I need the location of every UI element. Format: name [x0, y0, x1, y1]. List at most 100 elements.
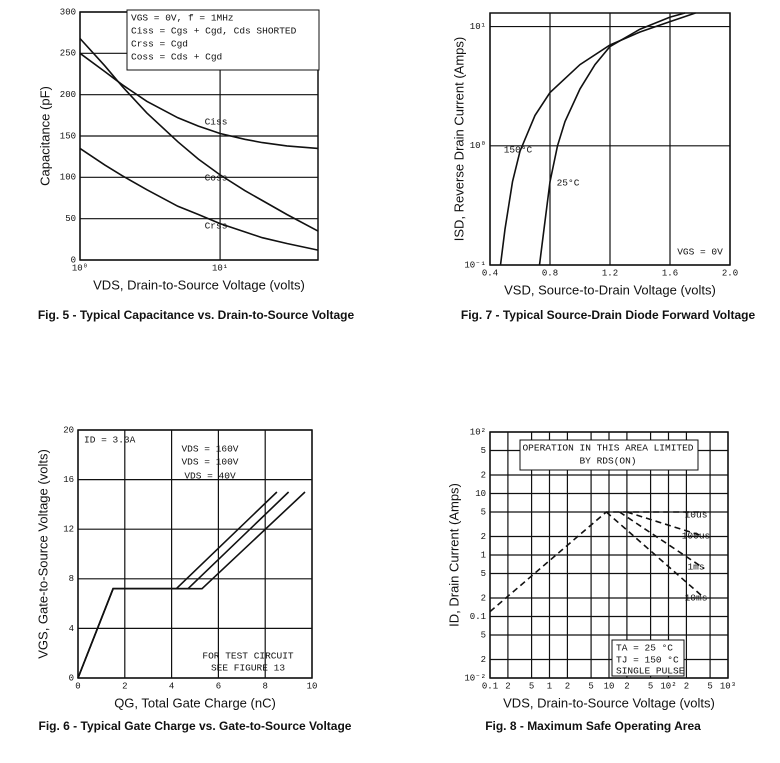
x-tick-label: 5	[588, 681, 593, 691]
x-tick-label: 5	[529, 681, 534, 691]
series-label: Ciss	[205, 117, 228, 128]
annotation-box	[611, 639, 685, 677]
series-line	[77, 491, 278, 679]
annotation: SINGLE PULSE	[616, 666, 685, 677]
x-axis-label: VDS, Drain-to-Source Voltage (volts)	[93, 277, 305, 292]
x-tick-label: 10	[307, 681, 318, 691]
annotation: Crss = Cgd	[131, 39, 188, 50]
x-tick-label: 5	[707, 681, 712, 691]
x-tick-label: 1	[547, 681, 552, 691]
chart: 0 2 4 6 8 10 0 4 8 12 16 20 VDS = 160V VDS = 100V VDS …	[35, 425, 351, 733]
annotation: FOR TEST CIRCUIT	[202, 651, 294, 662]
x-tick-label: 0	[75, 681, 80, 691]
y-tick-label: 12	[63, 525, 74, 535]
y-tick-label: 2	[481, 470, 486, 480]
x-tick-label: 0.4	[482, 268, 498, 278]
y-tick-label: 50	[65, 214, 76, 224]
y-tick-label: 10⁻¹	[464, 260, 486, 270]
x-axis-label: VDS, Drain-to-Source Voltage (volts)	[503, 695, 715, 710]
x-tick-label: 0.8	[542, 268, 558, 278]
series-label: 150°C	[504, 145, 533, 156]
y-tick-label: 4	[69, 624, 74, 634]
annotation: Coss = Cds + Cgd	[131, 52, 222, 63]
annotation: BY RDS(ON)	[579, 456, 636, 467]
y-tick-label: 5	[481, 630, 486, 640]
x-tick-label: 4	[169, 681, 174, 691]
figure-caption: Fig. 8 - Maximum Safe Operating Area	[485, 719, 701, 733]
x-tick-label: 6	[216, 681, 221, 691]
x-tick-label: 10²	[660, 681, 676, 691]
series-line	[605, 511, 705, 599]
figure-caption: Fig. 7 - Typical Source-Drain Diode Forw…	[461, 308, 756, 322]
series-line	[79, 147, 319, 251]
series-label: 100us	[682, 531, 711, 542]
x-axis-label: VSD, Source-to-Drain Voltage (volts)	[504, 282, 716, 297]
y-tick-label: 10¹	[470, 22, 486, 32]
y-tick-label: 0.1	[470, 612, 486, 622]
y-tick-label: 2	[481, 655, 486, 665]
series-label: VDS = 40V	[184, 471, 236, 482]
x-tick-label: 10¹	[212, 263, 228, 273]
y-tick-label: 10⁰	[470, 141, 486, 151]
series-label: Coss	[205, 173, 228, 184]
annotation: TA = 25 °C	[616, 643, 673, 654]
y-tick-label: 2	[481, 593, 486, 603]
y-tick-label: 10	[475, 489, 486, 499]
x-tick-label: 0.1	[482, 681, 498, 691]
x-tick-label: 2	[565, 681, 570, 691]
y-tick-label: 16	[63, 475, 74, 485]
series-label: VDS = 100V	[181, 457, 238, 468]
series-line	[79, 37, 319, 232]
series-line	[538, 12, 686, 266]
annotation: TJ = 150 °C	[616, 655, 679, 666]
series-label: 10us	[685, 510, 708, 521]
annotation: OPERATION IN THIS AREA LIMITED	[522, 443, 693, 454]
chart: 0.1 2 5 1 2 5 10 2 5 10² 2 5 10³ 10⁻² 2 5 0.1 2 5 1 2 5 10 2 5 10…	[446, 427, 736, 733]
series-label: 1ms	[687, 562, 704, 573]
series-line	[619, 511, 705, 570]
y-axis-label: VGS, Gate-to-Source Voltage (volts)	[35, 449, 50, 659]
chart: 0.4 0.8 1.2 1.6 2.0 10⁻¹ 10⁰ 10¹ 150°C 25°C VGS = …	[451, 12, 756, 322]
y-tick-label: 0	[69, 673, 74, 683]
x-tick-label: 2	[505, 681, 510, 691]
series-line	[626, 511, 705, 538]
series-label: Crss	[205, 221, 228, 232]
series-line	[489, 511, 705, 613]
x-tick-label: 1.6	[662, 268, 678, 278]
y-tick-label: 300	[60, 7, 76, 17]
x-tick-label: 10⁰	[72, 263, 88, 273]
x-tick-label: 1.2	[602, 268, 618, 278]
x-axis-label: QG, Total Gate Charge (nC)	[114, 695, 276, 710]
x-tick-label: 10³	[720, 681, 736, 691]
annotation: VGS = 0V	[677, 247, 723, 258]
y-tick-label: 2	[481, 532, 486, 542]
y-tick-label: 150	[60, 131, 76, 141]
annotation: Ciss = Cgs + Cgd, Cds SHORTED	[131, 26, 297, 37]
x-tick-label: 10	[604, 681, 615, 691]
x-tick-label: 2	[684, 681, 689, 691]
y-tick-label: 1	[481, 550, 486, 560]
y-axis-label: Capacitance (pF)	[37, 86, 52, 186]
annotation: VGS = 0V, f = 1MHz	[131, 13, 234, 24]
series-label: 25°C	[557, 178, 580, 189]
y-tick-label: 8	[69, 574, 74, 584]
y-tick-label: 5	[481, 507, 486, 517]
y-axis-label: ISD, Reverse Drain Current (Amps)	[451, 37, 466, 241]
figure-caption: Fig. 5 - Typical Capacitance vs. Drain-t…	[38, 308, 355, 322]
x-tick-label: 8	[262, 681, 267, 691]
y-tick-label: 250	[60, 49, 76, 59]
y-axis-label: ID, Drain Current (Amps)	[446, 483, 461, 627]
y-tick-label: 200	[60, 90, 76, 100]
y-tick-label: 10⁻²	[464, 673, 486, 683]
x-tick-label: 2	[122, 681, 127, 691]
y-tick-label: 20	[63, 425, 74, 435]
chart: 10⁰ 10¹ 0 50 100 150 200 250 300 Ciss Coss Crss VGS …	[37, 7, 354, 322]
annotation-box	[126, 9, 320, 71]
series-label: 10ms	[685, 593, 708, 604]
y-tick-label: 5	[481, 569, 486, 579]
y-tick-label: 0	[71, 255, 76, 265]
y-tick-label: 5	[481, 446, 486, 456]
x-tick-label: 5	[648, 681, 653, 691]
series-line	[499, 12, 696, 266]
